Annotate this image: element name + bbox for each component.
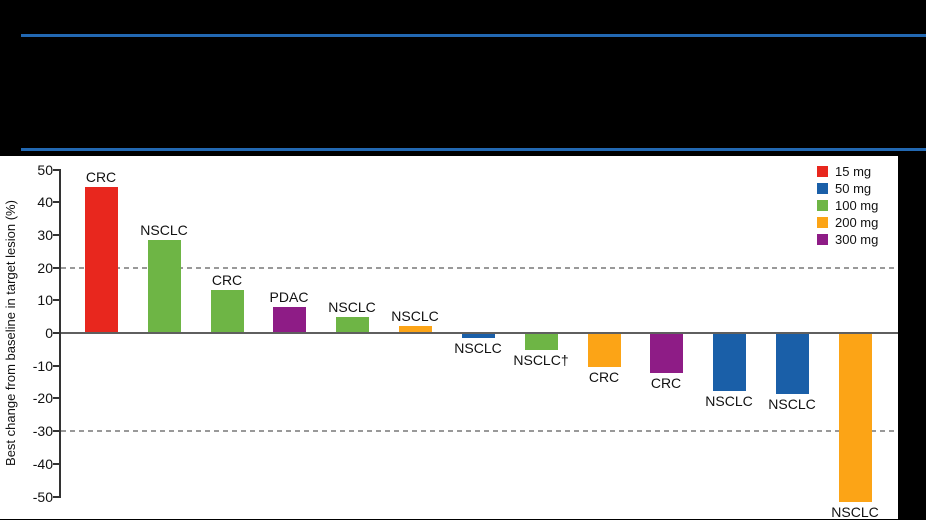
plot-area: 50 40 30 20 10 0 -10 -20 -30 -40 -50 CRC NSCLC CRC PDA… [0, 156, 898, 520]
bar-label: CRC [650, 375, 682, 392]
y-tick-label: -30 [32, 423, 53, 440]
y-tick-label: -10 [32, 357, 53, 374]
bar-label: CRC [588, 368, 620, 385]
legend-swatch [817, 183, 828, 194]
bar [273, 306, 306, 333]
bar [525, 334, 558, 351]
chart-panel: Best change from baseline in target lesi… [0, 156, 898, 520]
legend-item: 300 mg [817, 231, 878, 248]
bar-label: PDAC [269, 288, 309, 305]
x-axis-zero-line [61, 332, 898, 334]
y-tick-mark [53, 332, 59, 334]
y-tick-label: -40 [32, 455, 53, 472]
y-tick-label: 10 [37, 292, 53, 309]
bar [839, 334, 872, 503]
y-tick-label: -50 [32, 488, 53, 505]
legend-swatch [817, 217, 828, 228]
y-tick-mark [53, 430, 59, 433]
y-tick-mark [53, 266, 59, 269]
y-tick-label: 50 [37, 161, 53, 178]
y-tick-mark [53, 201, 59, 204]
y-tick-label: -20 [32, 390, 53, 407]
legend-label: 15 mg [835, 164, 872, 179]
bar-label: NSCLC [328, 299, 376, 316]
bar [336, 317, 369, 333]
bar [713, 334, 746, 392]
legend-label: 50 mg [835, 181, 872, 196]
reference-line [61, 430, 898, 433]
header-rule-bottom [21, 148, 926, 151]
dose-legend: 15 mg 50 mg 100 mg 200 mg 300 mg [817, 163, 878, 248]
y-tick-label: 20 [37, 259, 53, 276]
y-tick-mark [53, 168, 59, 171]
header-rule-top [21, 34, 926, 37]
y-tick-mark [53, 233, 59, 236]
bar [211, 290, 244, 333]
bar-label: NSCLC [140, 221, 188, 238]
bar-label: NSCLC [768, 396, 816, 413]
y-tick-label: 40 [37, 194, 53, 211]
y-tick-mark [53, 462, 59, 465]
bar [462, 334, 495, 339]
bar-label: CRC [85, 169, 117, 186]
header-redacted-area [0, 0, 926, 156]
legend-swatch [817, 234, 828, 245]
legend-swatch [817, 166, 828, 177]
bar [399, 325, 432, 333]
legend-label: 300 mg [835, 232, 879, 247]
bar [588, 334, 621, 367]
bar-label: NSCLC† [513, 352, 569, 369]
bar-label: NSCLC [391, 307, 439, 324]
y-tick-mark [53, 495, 59, 498]
legend-label: 200 mg [835, 215, 879, 230]
bar [776, 334, 809, 395]
legend-item: 50 mg [817, 180, 878, 197]
bar-label: NSCLC [454, 340, 502, 357]
bar-label: NSCLC [831, 504, 879, 520]
y-tick-label: 30 [37, 226, 53, 243]
bar [148, 239, 181, 333]
y-tick-mark [53, 397, 59, 400]
bar [650, 334, 683, 374]
legend-label: 100 mg [835, 198, 879, 213]
legend-item: 15 mg [817, 163, 878, 180]
y-tick-mark [53, 364, 59, 367]
legend-swatch [817, 200, 828, 211]
y-tick-label: 0 [45, 325, 53, 341]
y-axis-spine [59, 168, 61, 498]
y-tick-mark [53, 299, 59, 302]
reference-line [61, 266, 898, 269]
bar-label: NSCLC [705, 393, 753, 410]
bar [85, 187, 118, 333]
bar-label: CRC [211, 272, 243, 289]
legend-item: 100 mg [817, 197, 878, 214]
legend-item: 200 mg [817, 214, 878, 231]
